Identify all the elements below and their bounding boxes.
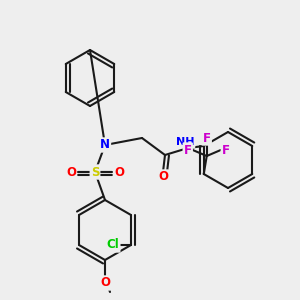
Text: O: O (114, 166, 124, 178)
Text: N: N (100, 139, 110, 152)
Text: F: F (184, 143, 192, 157)
Text: Cl: Cl (106, 238, 119, 251)
Text: O: O (158, 170, 168, 184)
Text: F: F (222, 143, 230, 157)
Text: F: F (203, 131, 211, 145)
Text: O: O (100, 277, 110, 290)
Text: NH: NH (176, 137, 194, 147)
Text: S: S (91, 166, 99, 178)
Text: O: O (66, 166, 76, 178)
